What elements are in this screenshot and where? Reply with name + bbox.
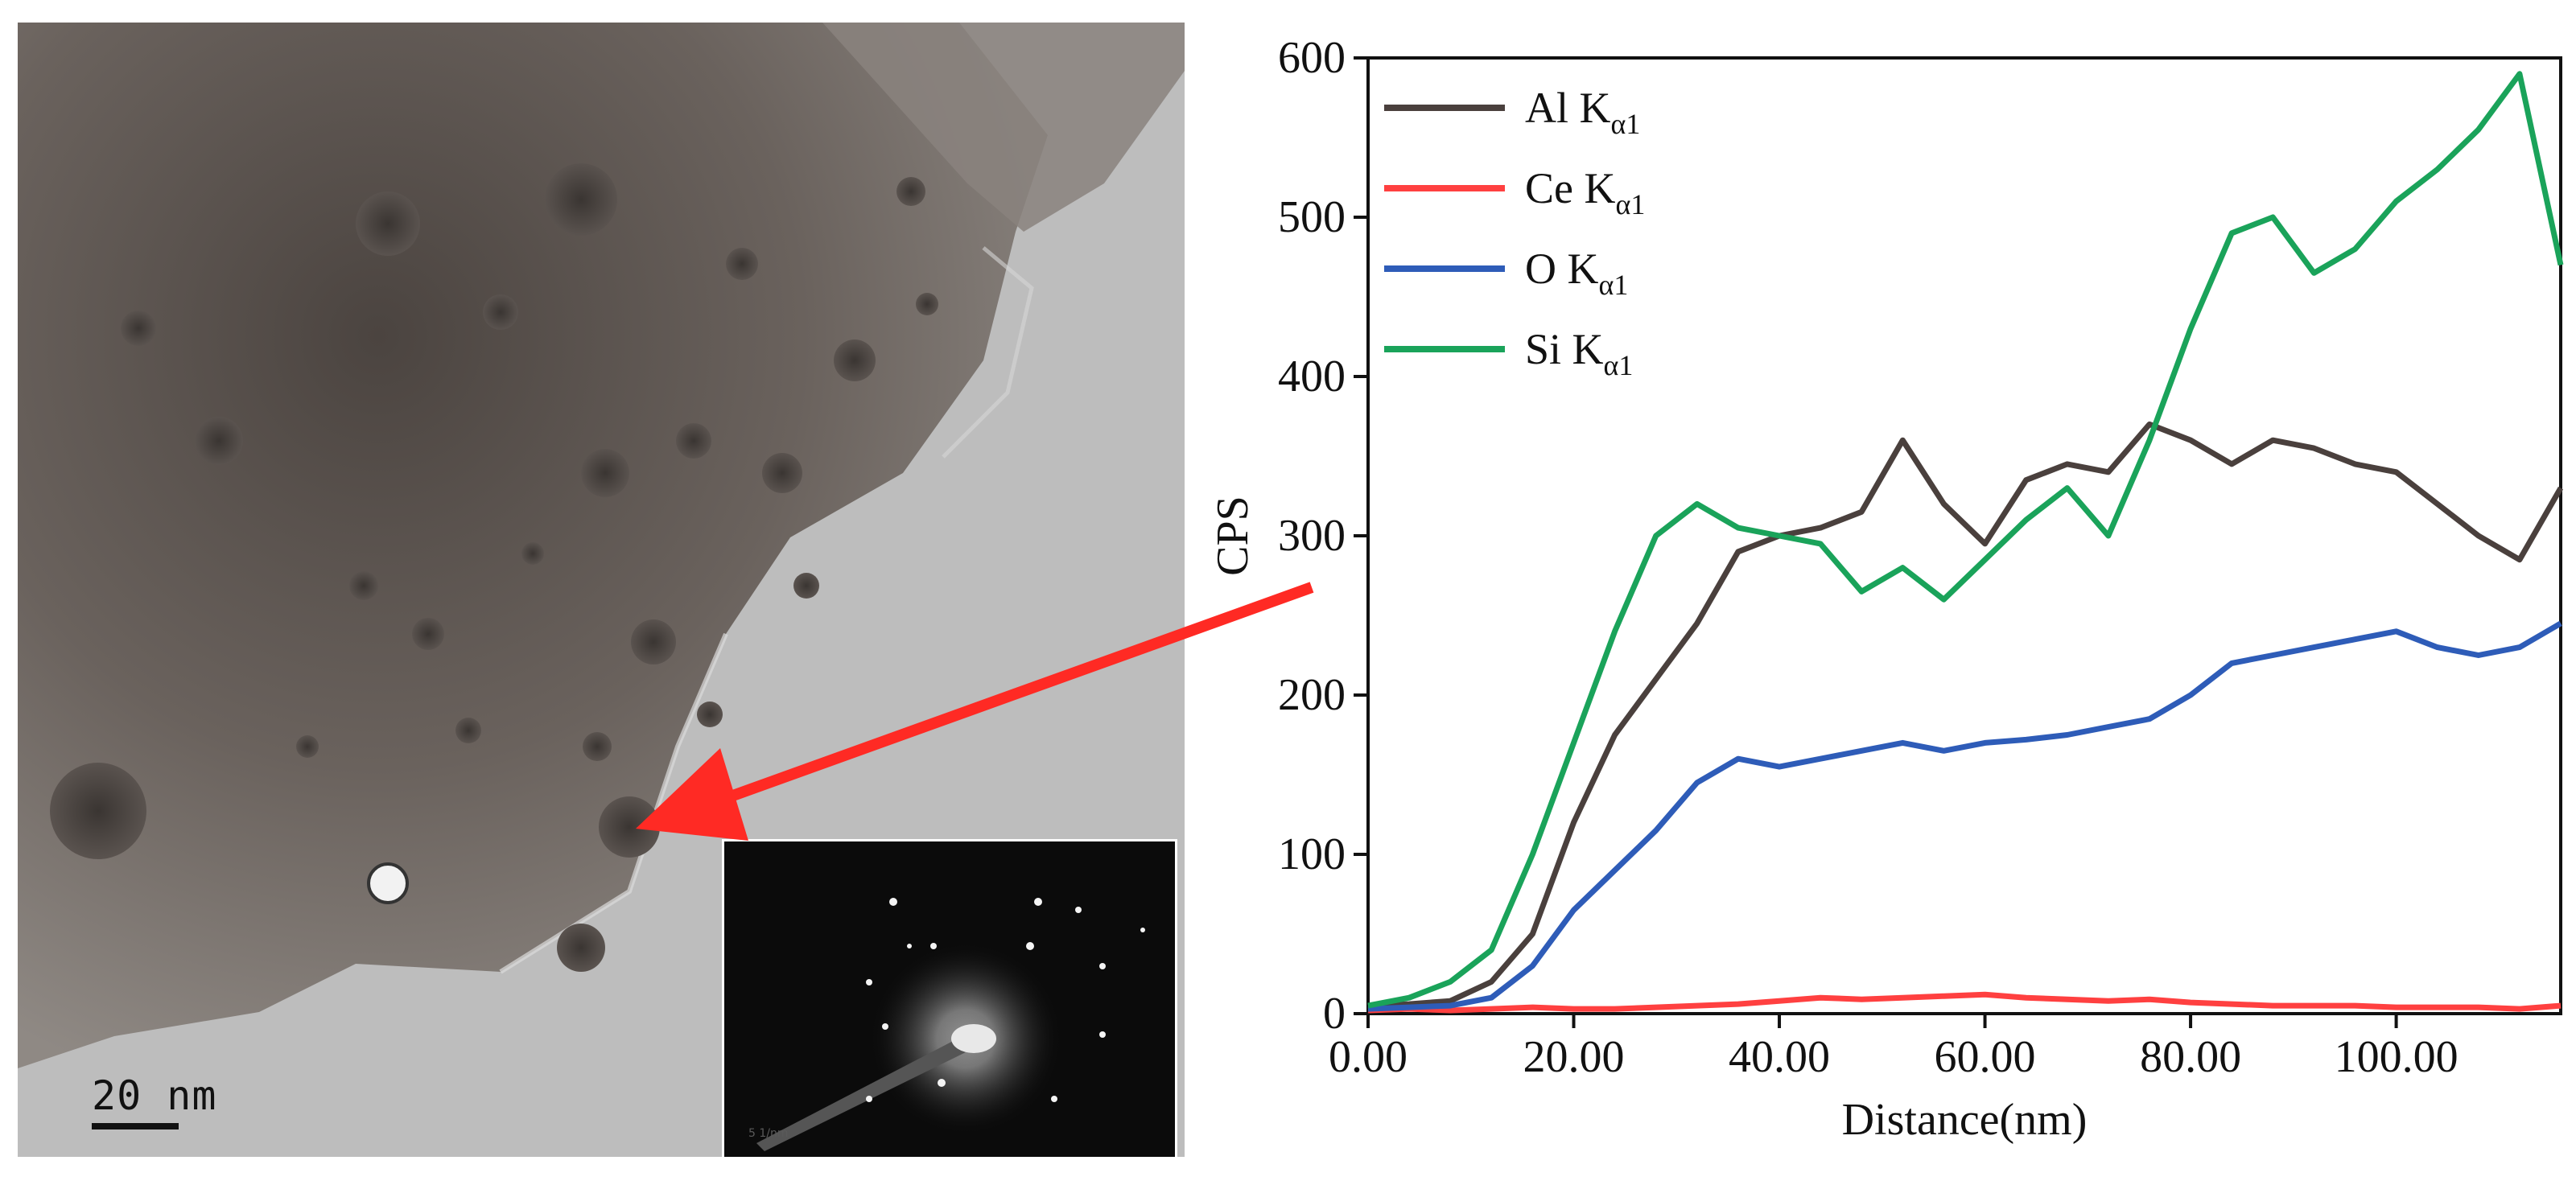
x-tick-label: 20.00 (1523, 1032, 1625, 1082)
series-line-al (1367, 421, 2564, 1009)
legend-label-o: O Kα1 (1525, 245, 1628, 301)
y-tick-label: 400 (1278, 352, 1346, 401)
legend-label-si: Si Kα1 (1525, 325, 1633, 381)
y-tick-label: 100 (1278, 829, 1346, 879)
y-tick-label: 0 (1323, 989, 1346, 1039)
tem-micrograph: 20 nm 5 1/nm (18, 23, 1185, 1157)
x-tick-label: 80.00 (2140, 1032, 2241, 1082)
y-tick-label: 300 (1278, 511, 1346, 561)
series-line-si (1367, 71, 2564, 1009)
legend-label-ce: Ce Kα1 (1525, 164, 1645, 220)
x-axis-title: Distance(nm) (1842, 1095, 2088, 1145)
saed-diffraction-inset: 5 1/nm (722, 839, 1177, 1157)
scale-bar (92, 1123, 179, 1129)
y-tick-label: 500 (1278, 192, 1346, 242)
inset-scale-label: 5 1/nm (748, 1127, 789, 1140)
series-line-ce (1367, 991, 2562, 1014)
series-line-o (1367, 620, 2562, 1012)
x-tick-label: 60.00 (1935, 1032, 2036, 1082)
x-tick-label: 40.00 (1729, 1032, 1830, 1082)
bright-particle (367, 862, 409, 904)
y-tick-label: 200 (1278, 670, 1346, 720)
nanoparticles (50, 163, 938, 972)
x-tick-label: 100.00 (2335, 1032, 2459, 1082)
legend-label-al: Al Kα1 (1525, 84, 1640, 140)
diffraction-spots (866, 898, 1145, 1102)
x-tick-label: 0.00 (1329, 1032, 1408, 1082)
diffraction-pattern (724, 841, 1175, 1157)
y-axis-title: CPS (1208, 496, 1258, 576)
scale-bar-label: 20 nm (92, 1072, 217, 1119)
eds-line-scan-chart: 0 100 200 300 400 500 600 0.00 20.00 40.00 60.00 80… (1208, 33, 2564, 1145)
y-tick-label: 600 (1278, 33, 1346, 83)
